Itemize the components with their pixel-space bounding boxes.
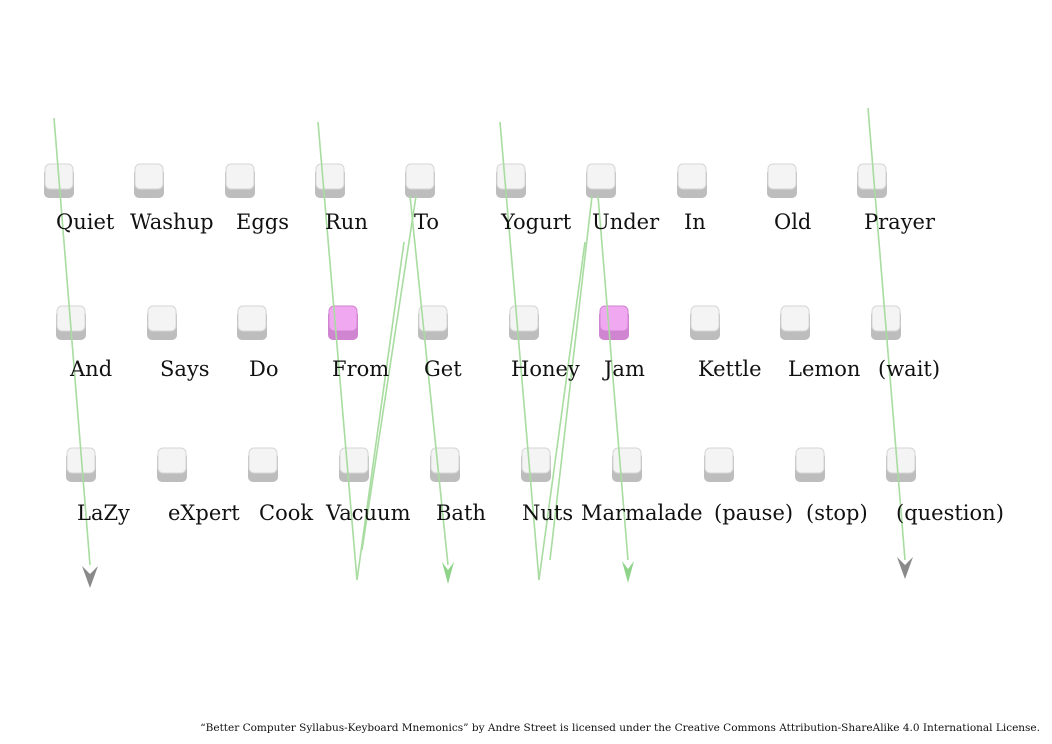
word-bottom-2: eXpert <box>168 501 240 525</box>
license-credit: “Better Computer Syllabus-Keyboard Mnemo… <box>200 722 1040 734</box>
finger-line-10 <box>867 107 906 561</box>
key-cap-bottom-5 <box>430 447 460 482</box>
word-home-2: Says <box>160 357 210 381</box>
key-cap-bottom-9 <box>795 447 825 482</box>
finger-line-4 <box>409 195 449 566</box>
finger-line-7 <box>538 241 586 581</box>
word-bottom-9: (stop) <box>806 501 868 525</box>
word-top-4: Run <box>325 210 368 234</box>
key-cap-top-8 <box>677 163 707 198</box>
word-home-6: Honey <box>511 357 580 381</box>
word-bottom-5: Bath <box>436 501 486 525</box>
finger-line-5 <box>361 195 417 551</box>
key-cap-bottom-7 <box>612 447 642 482</box>
word-bottom-1: LaZy <box>77 501 130 525</box>
word-home-5: Get <box>424 357 462 381</box>
key-cap-home-3 <box>237 305 267 340</box>
key-cap-home-6 <box>509 305 539 340</box>
word-bottom-10: (question) <box>896 501 1004 525</box>
key-cap-top-9 <box>767 163 797 198</box>
key-cap-bottom-3 <box>248 447 278 482</box>
finger-line-3 <box>356 241 405 581</box>
key-cap-bottom-10 <box>886 447 916 482</box>
word-bottom-8: (pause) <box>714 501 793 525</box>
finger-line-9 <box>597 195 629 561</box>
word-bottom-7: Marmalade <box>581 501 703 525</box>
word-bottom-3: Cook <box>259 501 313 525</box>
word-top-2: Washup <box>130 210 214 234</box>
finger-line-6 <box>499 121 540 581</box>
word-top-10: Prayer <box>864 210 936 234</box>
key-cap-home-8 <box>690 305 720 340</box>
finger-line-2 <box>317 121 358 581</box>
key-cap-top-4 <box>315 163 345 198</box>
word-top-3: Eggs <box>236 210 289 234</box>
key-cap-bottom-8 <box>704 447 734 482</box>
finger-line-8 <box>549 195 593 561</box>
key-cap-top-7 <box>586 163 616 198</box>
arrowhead-3 <box>622 561 634 583</box>
word-home-1: And <box>69 357 112 381</box>
key-cap-home-7 <box>599 305 629 340</box>
key-cap-bottom-6 <box>521 447 551 482</box>
word-bottom-4: Vacuum <box>325 501 411 525</box>
arrowhead-1 <box>82 566 98 588</box>
finger-lines-layer <box>53 107 913 588</box>
word-home-8: Kettle <box>698 357 762 381</box>
key-cap-top-10 <box>857 163 887 198</box>
word-home-9: Lemon <box>788 357 860 381</box>
word-top-5: To <box>414 210 439 234</box>
key-cap-top-5 <box>405 163 435 198</box>
word-top-8: In <box>684 210 706 234</box>
word-home-3: Do <box>249 357 278 381</box>
arrowhead-2 <box>442 562 454 584</box>
word-top-7: Under <box>592 210 660 234</box>
key-cap-bottom-4 <box>339 447 369 482</box>
key-cap-home-5 <box>418 305 448 340</box>
key-cap-home-4 <box>328 305 358 340</box>
finger-line-1 <box>53 117 91 566</box>
word-top-9: Old <box>774 210 811 234</box>
word-home-7: Jam <box>602 357 645 381</box>
key-cap-home-2 <box>147 305 177 340</box>
word-bottom-6: Nuts <box>522 501 573 525</box>
word-top-1: Quiet <box>56 210 115 234</box>
key-cap-home-9 <box>780 305 810 340</box>
key-cap-bottom-2 <box>157 447 187 482</box>
words-layer: Quiet Washup Eggs Run To Yogurt Under In Old Pray… <box>56 210 1004 525</box>
key-cap-top-6 <box>496 163 526 198</box>
word-home-4: From <box>332 357 389 381</box>
word-top-6: Yogurt <box>500 210 572 234</box>
arrowhead-4 <box>897 557 913 579</box>
key-cap-top-3 <box>225 163 255 198</box>
key-cap-top-2 <box>134 163 164 198</box>
word-home-10: (wait) <box>878 357 940 381</box>
